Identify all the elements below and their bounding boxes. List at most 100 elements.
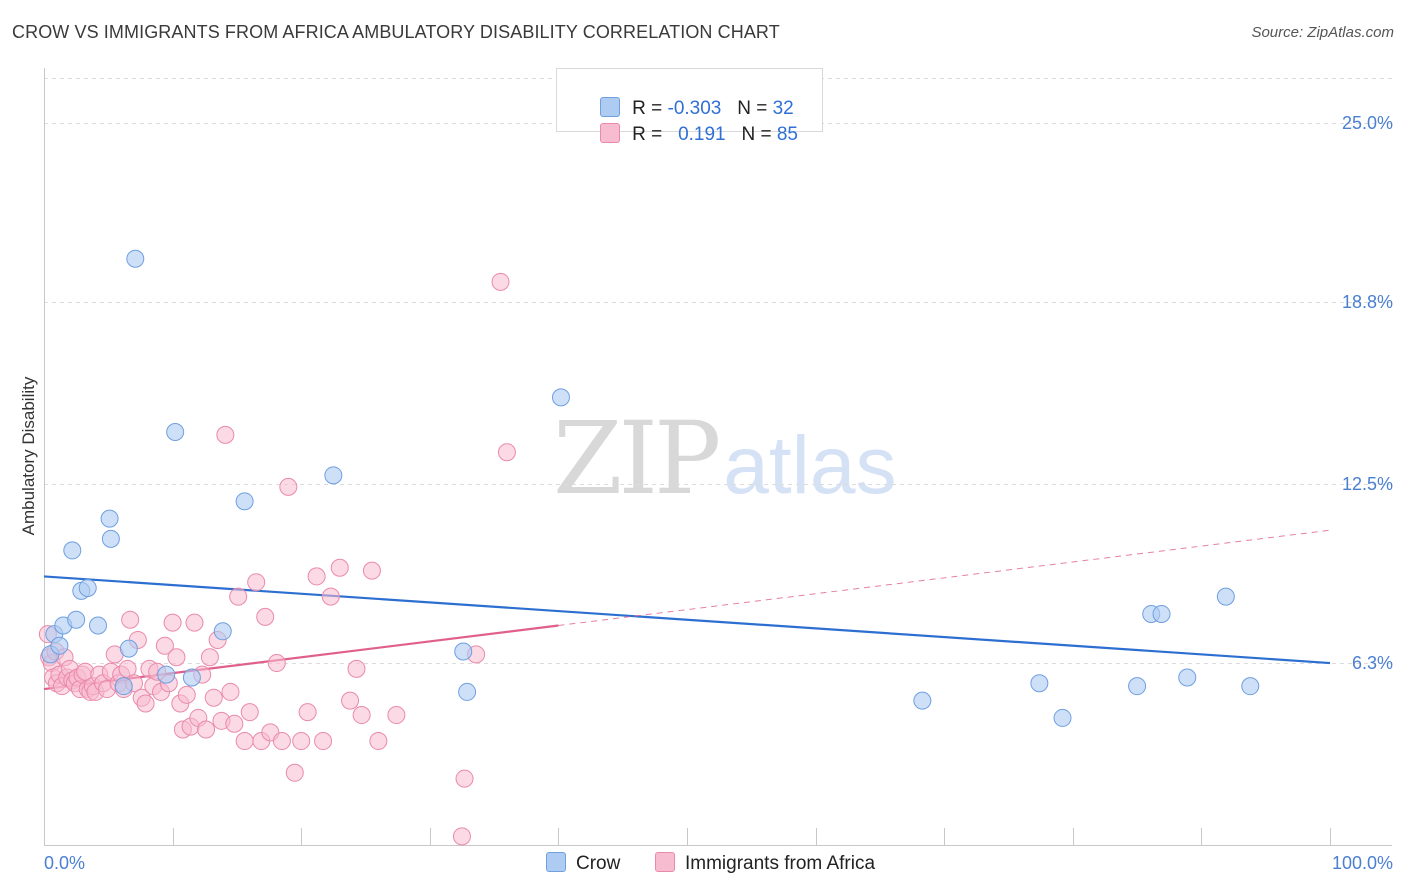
crow-point (1152, 604, 1171, 623)
crow-r-label: R = (632, 98, 668, 119)
crow-points (41, 249, 1260, 727)
correlation-legend: R = -0.303 N = 32 R = 0.191 N = 85 (556, 68, 823, 145)
africa-point (229, 587, 248, 606)
y-tick-label: 18.8% (1342, 292, 1393, 312)
africa-n-value: 85 (776, 124, 798, 145)
crow-point (913, 691, 932, 710)
africa-point (314, 732, 333, 751)
crow-point (182, 668, 201, 687)
africa-point (285, 763, 304, 782)
africa-point (197, 720, 216, 739)
africa-swatch (600, 123, 621, 143)
africa-point (452, 827, 471, 846)
africa-point (167, 648, 186, 667)
crow-point (1030, 674, 1049, 693)
axes (44, 68, 1392, 846)
africa-point (272, 732, 291, 751)
crow-point (67, 610, 86, 629)
africa-r-label: R = (632, 124, 668, 145)
africa-point (347, 659, 366, 678)
crow-point (157, 665, 176, 684)
y-axis-title: Ambulatory Disability (19, 376, 38, 535)
africa-point (121, 610, 140, 629)
crow-point (454, 642, 473, 661)
africa-point (362, 561, 381, 580)
legend-row-crow: R = -0.303 N = 32 (579, 75, 794, 119)
crow-point (1053, 708, 1072, 727)
africa-point (279, 477, 298, 496)
y-tick-label: 6.3% (1352, 653, 1393, 673)
crow-point (324, 466, 343, 485)
africa-point (216, 425, 235, 444)
legend-row-africa: R = 0.191 N = 85 (579, 101, 798, 145)
africa-point (267, 654, 286, 673)
africa-point (221, 682, 240, 701)
africa-point (177, 685, 196, 704)
africa-point (235, 732, 254, 751)
crow-point (166, 423, 185, 442)
crow-point (126, 249, 145, 268)
africa-n-label: N = (741, 124, 777, 145)
africa-point (204, 688, 223, 707)
crow-point (458, 682, 477, 701)
y-tick-label: 12.5% (1342, 474, 1393, 494)
legend-item-africa: Immigrants from Africa (655, 852, 875, 875)
crow-point (100, 509, 119, 528)
x-tick-label-min: 0.0% (44, 853, 85, 873)
crow-point (63, 541, 82, 560)
crow-point (119, 639, 138, 658)
africa-point (256, 607, 275, 626)
africa-point (387, 706, 406, 725)
crow-point (1178, 668, 1197, 687)
africa-point (352, 706, 371, 725)
watermark-zip: ZIP (553, 400, 721, 517)
africa-point (200, 648, 219, 667)
crow-point (101, 529, 120, 548)
crow-n-label: N = (737, 98, 773, 119)
africa-point (369, 732, 388, 751)
africa-point (247, 573, 266, 592)
crow-legend-swatch (546, 852, 566, 872)
y-tick-labels: 6.3% 12.5% 18.8% 25.0% (1342, 113, 1393, 673)
africa-point (240, 703, 259, 722)
gridlines (44, 78, 1392, 664)
africa-legend-label: Immigrants from Africa (685, 853, 876, 874)
watermark: ZIPatlas (553, 400, 897, 517)
trend-lines (43, 529, 1331, 691)
africa-point (455, 769, 474, 788)
africa-point (330, 558, 349, 577)
africa-point (163, 613, 182, 632)
africa-point (225, 714, 244, 733)
source-label: Source: ZipAtlas.com (1251, 24, 1394, 41)
crow-swatch (600, 97, 621, 117)
crow-point (551, 388, 570, 407)
chart-title: CROW VS IMMIGRANTS FROM AFRICA AMBULATOR… (12, 22, 780, 42)
crow-r-value: -0.303 (667, 98, 722, 119)
crow-legend-label: Crow (576, 853, 621, 874)
watermark-atlas: atlas (723, 420, 897, 511)
crow-point (1128, 677, 1147, 696)
africa-point (491, 272, 510, 291)
africa-point (341, 691, 360, 710)
africa-point (497, 443, 516, 462)
crow-point (114, 677, 133, 696)
y-tick-label: 25.0% (1342, 113, 1393, 133)
africa-point (292, 732, 311, 751)
africa-point (136, 694, 155, 713)
crow-point (1241, 677, 1260, 696)
africa-points (38, 272, 516, 846)
africa-point (185, 613, 204, 632)
crow-point (235, 492, 254, 511)
africa-point (307, 567, 326, 586)
africa-point (155, 636, 174, 655)
africa-trend-extension (558, 529, 1331, 627)
crow-point (1216, 587, 1235, 606)
x-ticks (44, 828, 1331, 845)
crow-point (78, 578, 97, 597)
crow-n-value: 32 (772, 98, 794, 119)
africa-r-value: 0.191 (678, 124, 726, 145)
crow-point (213, 622, 232, 641)
crow-point (89, 616, 108, 635)
x-tick-label-max: 100.0% (1332, 853, 1393, 873)
crow-point (50, 636, 69, 655)
